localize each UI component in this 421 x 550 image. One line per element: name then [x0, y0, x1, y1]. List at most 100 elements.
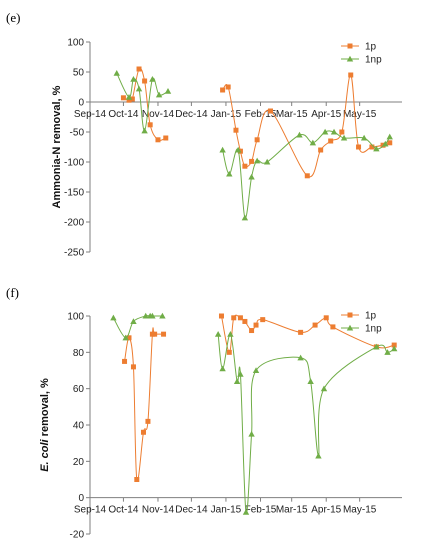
- x-tick-label: Apr-15: [311, 505, 341, 516]
- data-point-1p: [249, 328, 255, 334]
- data-point-1np: [309, 139, 317, 146]
- x-tick-label: Feb-15: [245, 505, 277, 516]
- data-point-1p: [129, 96, 135, 102]
- y-tick-label: -200: [64, 218, 84, 229]
- data-point-1p: [237, 315, 243, 321]
- data-point-1p: [298, 329, 304, 335]
- data-point-1np: [253, 157, 261, 164]
- data-point-1np: [227, 330, 234, 337]
- data-point-1p: [147, 122, 153, 128]
- data-point-1np: [155, 91, 163, 98]
- data-point-1np: [241, 214, 249, 221]
- data-point-1np: [141, 127, 148, 134]
- legend-item-1p: 1p: [341, 42, 377, 53]
- data-point-1np: [214, 330, 222, 337]
- legend-label: 1p: [365, 42, 377, 53]
- x-tick-label: Jan-15: [211, 505, 242, 516]
- data-point-1np: [252, 367, 260, 374]
- data-point-1p: [312, 322, 318, 328]
- data-point-1p: [161, 331, 167, 337]
- data-point-1np: [340, 134, 348, 141]
- x-tick-label: Mar-15: [276, 505, 308, 516]
- y-tick-label: 20: [73, 457, 85, 468]
- data-point-1np: [373, 343, 380, 350]
- y-tick-label: 60: [73, 384, 85, 395]
- series-1np: [113, 70, 393, 221]
- data-point-1np: [122, 334, 129, 341]
- x-tick-label: Feb-15: [245, 109, 277, 120]
- data-point-1np: [125, 94, 133, 100]
- data-point-1np: [242, 509, 250, 515]
- data-point-1np: [135, 85, 143, 92]
- data-point-1p: [130, 364, 136, 370]
- legend-marker: [346, 55, 354, 62]
- data-point-1p: [152, 331, 158, 337]
- data-point-1p: [218, 313, 224, 319]
- chart-panel-e: (e) 100 50 0 -50 -100 -150 -200 -250 Sep-14 Oct-14…: [6, 10, 402, 259]
- data-point-1p: [369, 144, 375, 150]
- data-point-1p: [260, 317, 266, 323]
- data-point-1p: [155, 137, 161, 143]
- data-point-1np: [233, 378, 241, 384]
- data-point-1np: [391, 345, 398, 352]
- legend-label: 1np: [365, 324, 382, 335]
- data-point-1p: [163, 135, 169, 141]
- legend-item-1np: 1np: [341, 324, 382, 335]
- data-point-1p: [231, 315, 237, 321]
- data-point-1np: [248, 173, 255, 180]
- legend-label: 1np: [365, 55, 382, 66]
- data-point-1np: [307, 378, 314, 384]
- legend-marker: [346, 324, 354, 331]
- data-point-1np: [149, 76, 156, 82]
- legend-marker: [347, 43, 353, 49]
- y-tick-label: -20: [70, 530, 85, 541]
- series-line-1p: [222, 74, 390, 178]
- panel-label: (f): [6, 285, 19, 300]
- data-point-1p: [323, 315, 329, 321]
- data-point-1p: [220, 87, 226, 93]
- data-point-1np: [159, 312, 166, 319]
- y-tick-label: -150: [64, 188, 84, 199]
- y-tick-label: 0: [78, 98, 84, 109]
- data-point-1np: [130, 76, 137, 82]
- data-point-1np: [219, 146, 226, 153]
- data-point-1np: [386, 133, 393, 140]
- data-point-1np: [226, 170, 233, 177]
- data-point-1p: [145, 418, 151, 424]
- data-point-1np: [237, 370, 244, 377]
- legend-marker: [347, 312, 353, 318]
- data-point-1np: [382, 140, 389, 147]
- data-point-1np: [315, 452, 322, 459]
- data-point-1p: [339, 129, 345, 135]
- data-point-1np: [330, 128, 338, 135]
- legend-label: 1p: [365, 311, 377, 322]
- data-point-1np: [235, 146, 242, 153]
- data-point-1p: [356, 144, 362, 150]
- panel-label: (e): [6, 10, 20, 25]
- y-tick-label: 0: [78, 493, 84, 504]
- x-tick-label: Nov-14: [142, 505, 175, 516]
- data-point-1p: [233, 127, 239, 133]
- data-point-1p: [328, 138, 334, 144]
- series-line-1np: [217, 333, 395, 514]
- data-point-1np: [110, 314, 117, 321]
- series-line-1np: [222, 130, 391, 219]
- data-point-1p: [268, 108, 274, 114]
- data-point-1np: [321, 128, 329, 135]
- chart-panel-f: (f) 100 80 60 40 20 0 -20 Sep-14 Oct-14 Nov-14 Dec-…: [6, 285, 402, 541]
- y-axis-title: Ammonia-N removal, %: [51, 85, 63, 208]
- data-point-1p: [348, 72, 354, 78]
- y-tick-label: 100: [67, 312, 84, 323]
- data-point-1p: [122, 358, 128, 364]
- x-tick-label: Sep-14: [74, 505, 107, 516]
- data-point-1p: [225, 84, 231, 90]
- y-tick-label: -250: [64, 248, 84, 259]
- data-point-1p: [120, 95, 126, 101]
- x-tick-label: Dec-14: [175, 505, 208, 516]
- x-tick-label: Mar-15: [276, 109, 308, 120]
- data-point-1p: [304, 173, 310, 179]
- y-tick-label: 100: [67, 38, 84, 49]
- data-point-1np: [373, 145, 380, 152]
